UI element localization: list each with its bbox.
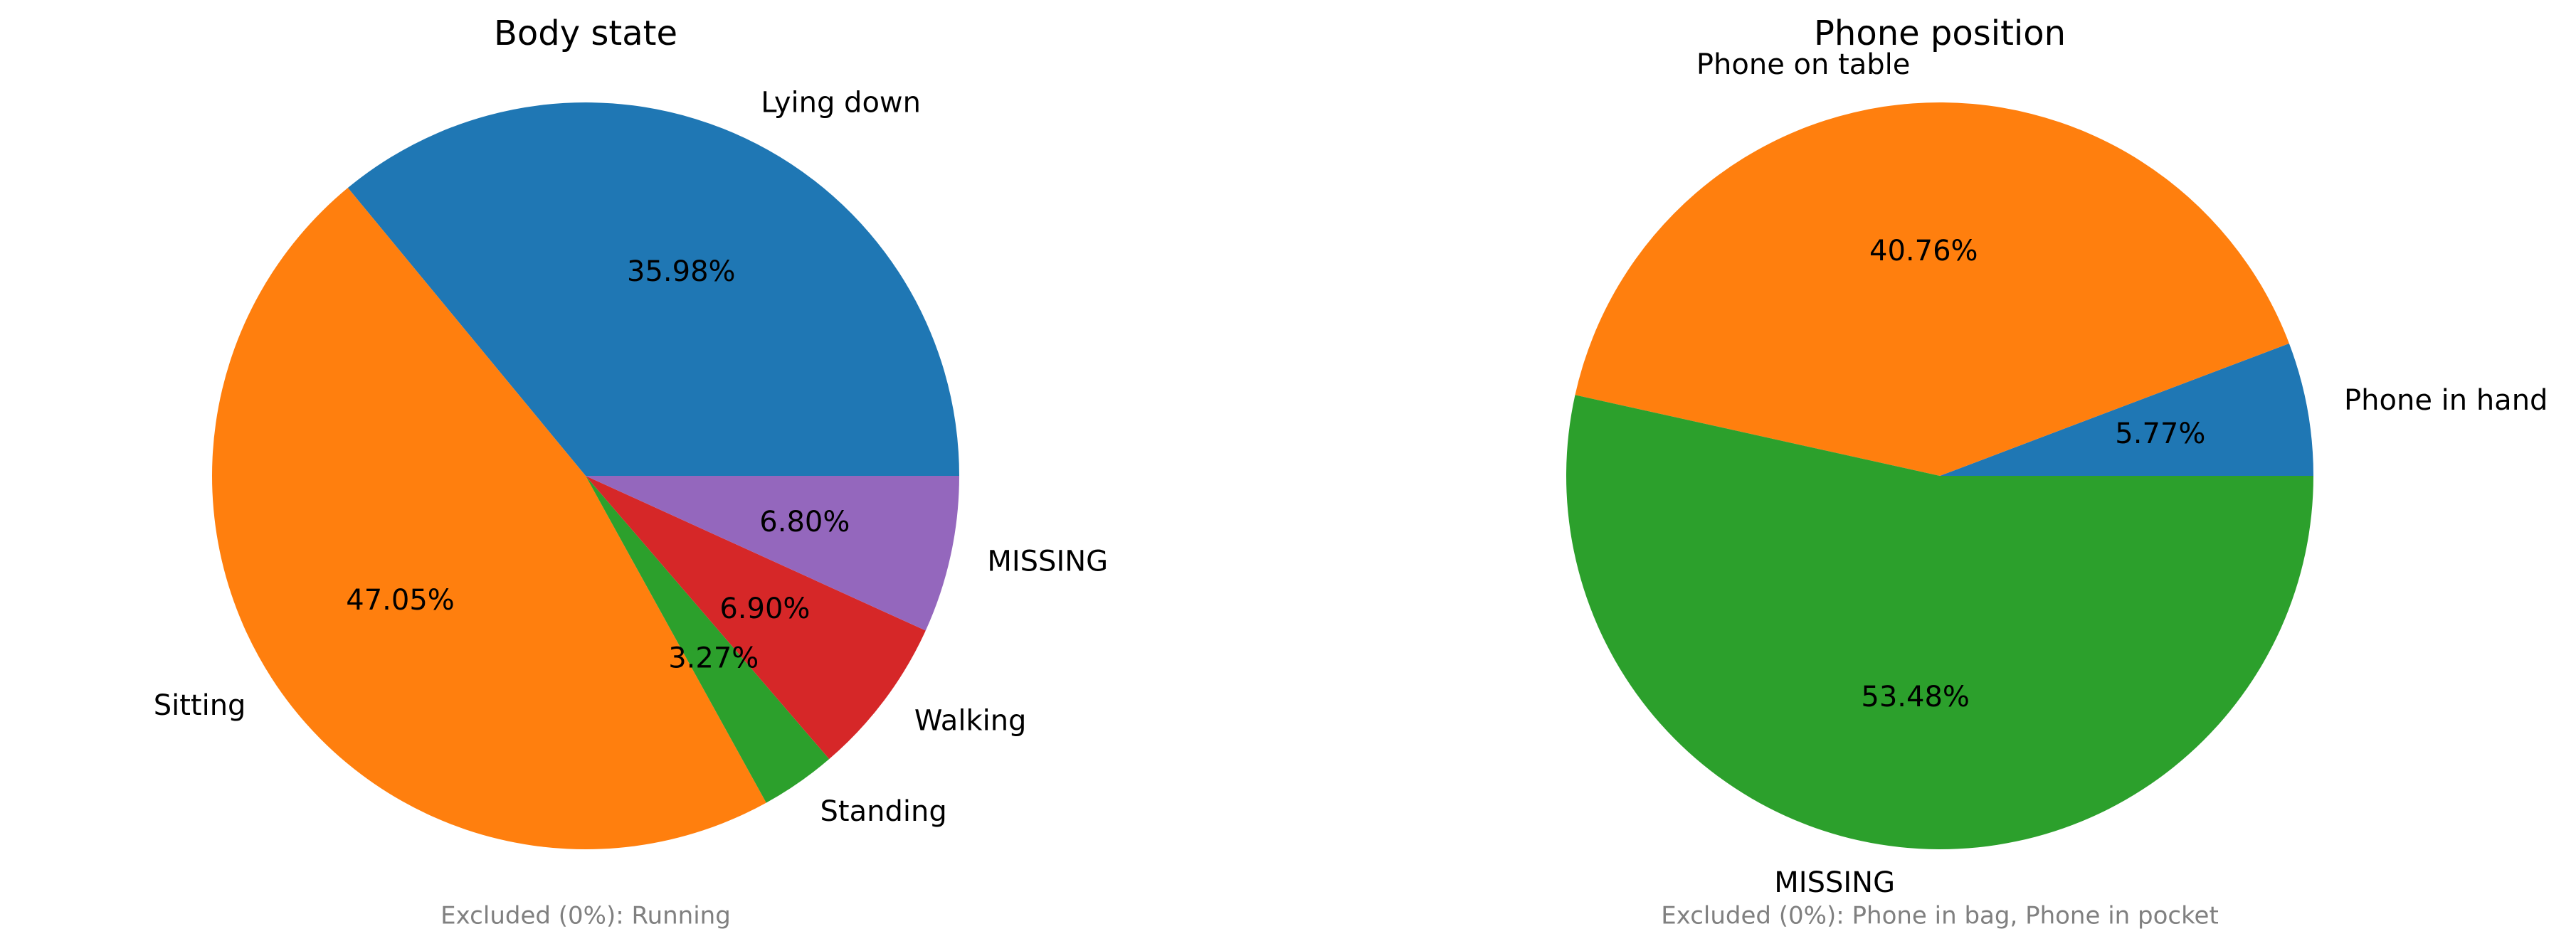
pct-label-walking: 6.90% — [719, 593, 810, 625]
chart-title-body-state: Body state — [494, 14, 677, 53]
slice-label-lying-down: Lying down — [761, 87, 921, 119]
pie-slice-missing — [1566, 395, 2313, 849]
pct-label-phone-in-hand: 5.77% — [2115, 418, 2205, 450]
slice-label-phone-in-hand: Phone in hand — [2344, 384, 2548, 417]
pct-label-phone-on-table: 40.76% — [1869, 235, 1978, 267]
pie-chart-phone-position: Phone position 5.77% Phone in hand 40.76% P… — [1566, 14, 2548, 930]
slices-body-state — [212, 102, 960, 850]
footnote-body-state: Excluded (0%): Running — [440, 902, 731, 930]
pie-slice-phone-in-hand — [1940, 343, 2313, 476]
pct-label-missing: 53.48% — [1861, 681, 1970, 713]
footnote-phone-position: Excluded (0%): Phone in bag, Phone in po… — [1661, 902, 2219, 930]
chart-title-phone-position: Phone position — [1814, 14, 2066, 53]
slice-label-standing: Standing — [820, 795, 947, 828]
pie-slice-missing — [586, 476, 959, 631]
pct-label-missing: 6.80% — [759, 506, 850, 538]
labels-phone-position: 5.77% Phone in hand 40.76% Phone on table 53… — [1696, 48, 2548, 899]
pct-label-lying-down: 35.98% — [627, 255, 736, 288]
pie-slice-walking — [586, 476, 926, 760]
labels-body-state: 35.98% Lying down 47.05% Sitting 3.27% Standi… — [154, 87, 1108, 829]
pie-slice-sitting — [212, 188, 766, 850]
pie-slice-standing — [586, 476, 830, 803]
pie-slice-phone-on-table — [1575, 102, 2289, 476]
pie-slice-lying-down — [347, 102, 960, 476]
slice-label-missing: MISSING — [1774, 866, 1895, 899]
slice-label-phone-on-table: Phone on table — [1696, 48, 1910, 81]
pie-chart-body-state: Body state 35.98% Lying down 47.05% Sitting… — [154, 14, 1108, 930]
pct-label-standing: 3.27% — [668, 642, 759, 675]
slice-label-walking: Walking — [914, 705, 1027, 738]
pct-label-sitting: 47.05% — [346, 584, 455, 617]
slices-phone-position — [1566, 102, 2313, 849]
slice-label-missing: MISSING — [987, 545, 1108, 578]
slice-label-sitting: Sitting — [154, 689, 246, 722]
